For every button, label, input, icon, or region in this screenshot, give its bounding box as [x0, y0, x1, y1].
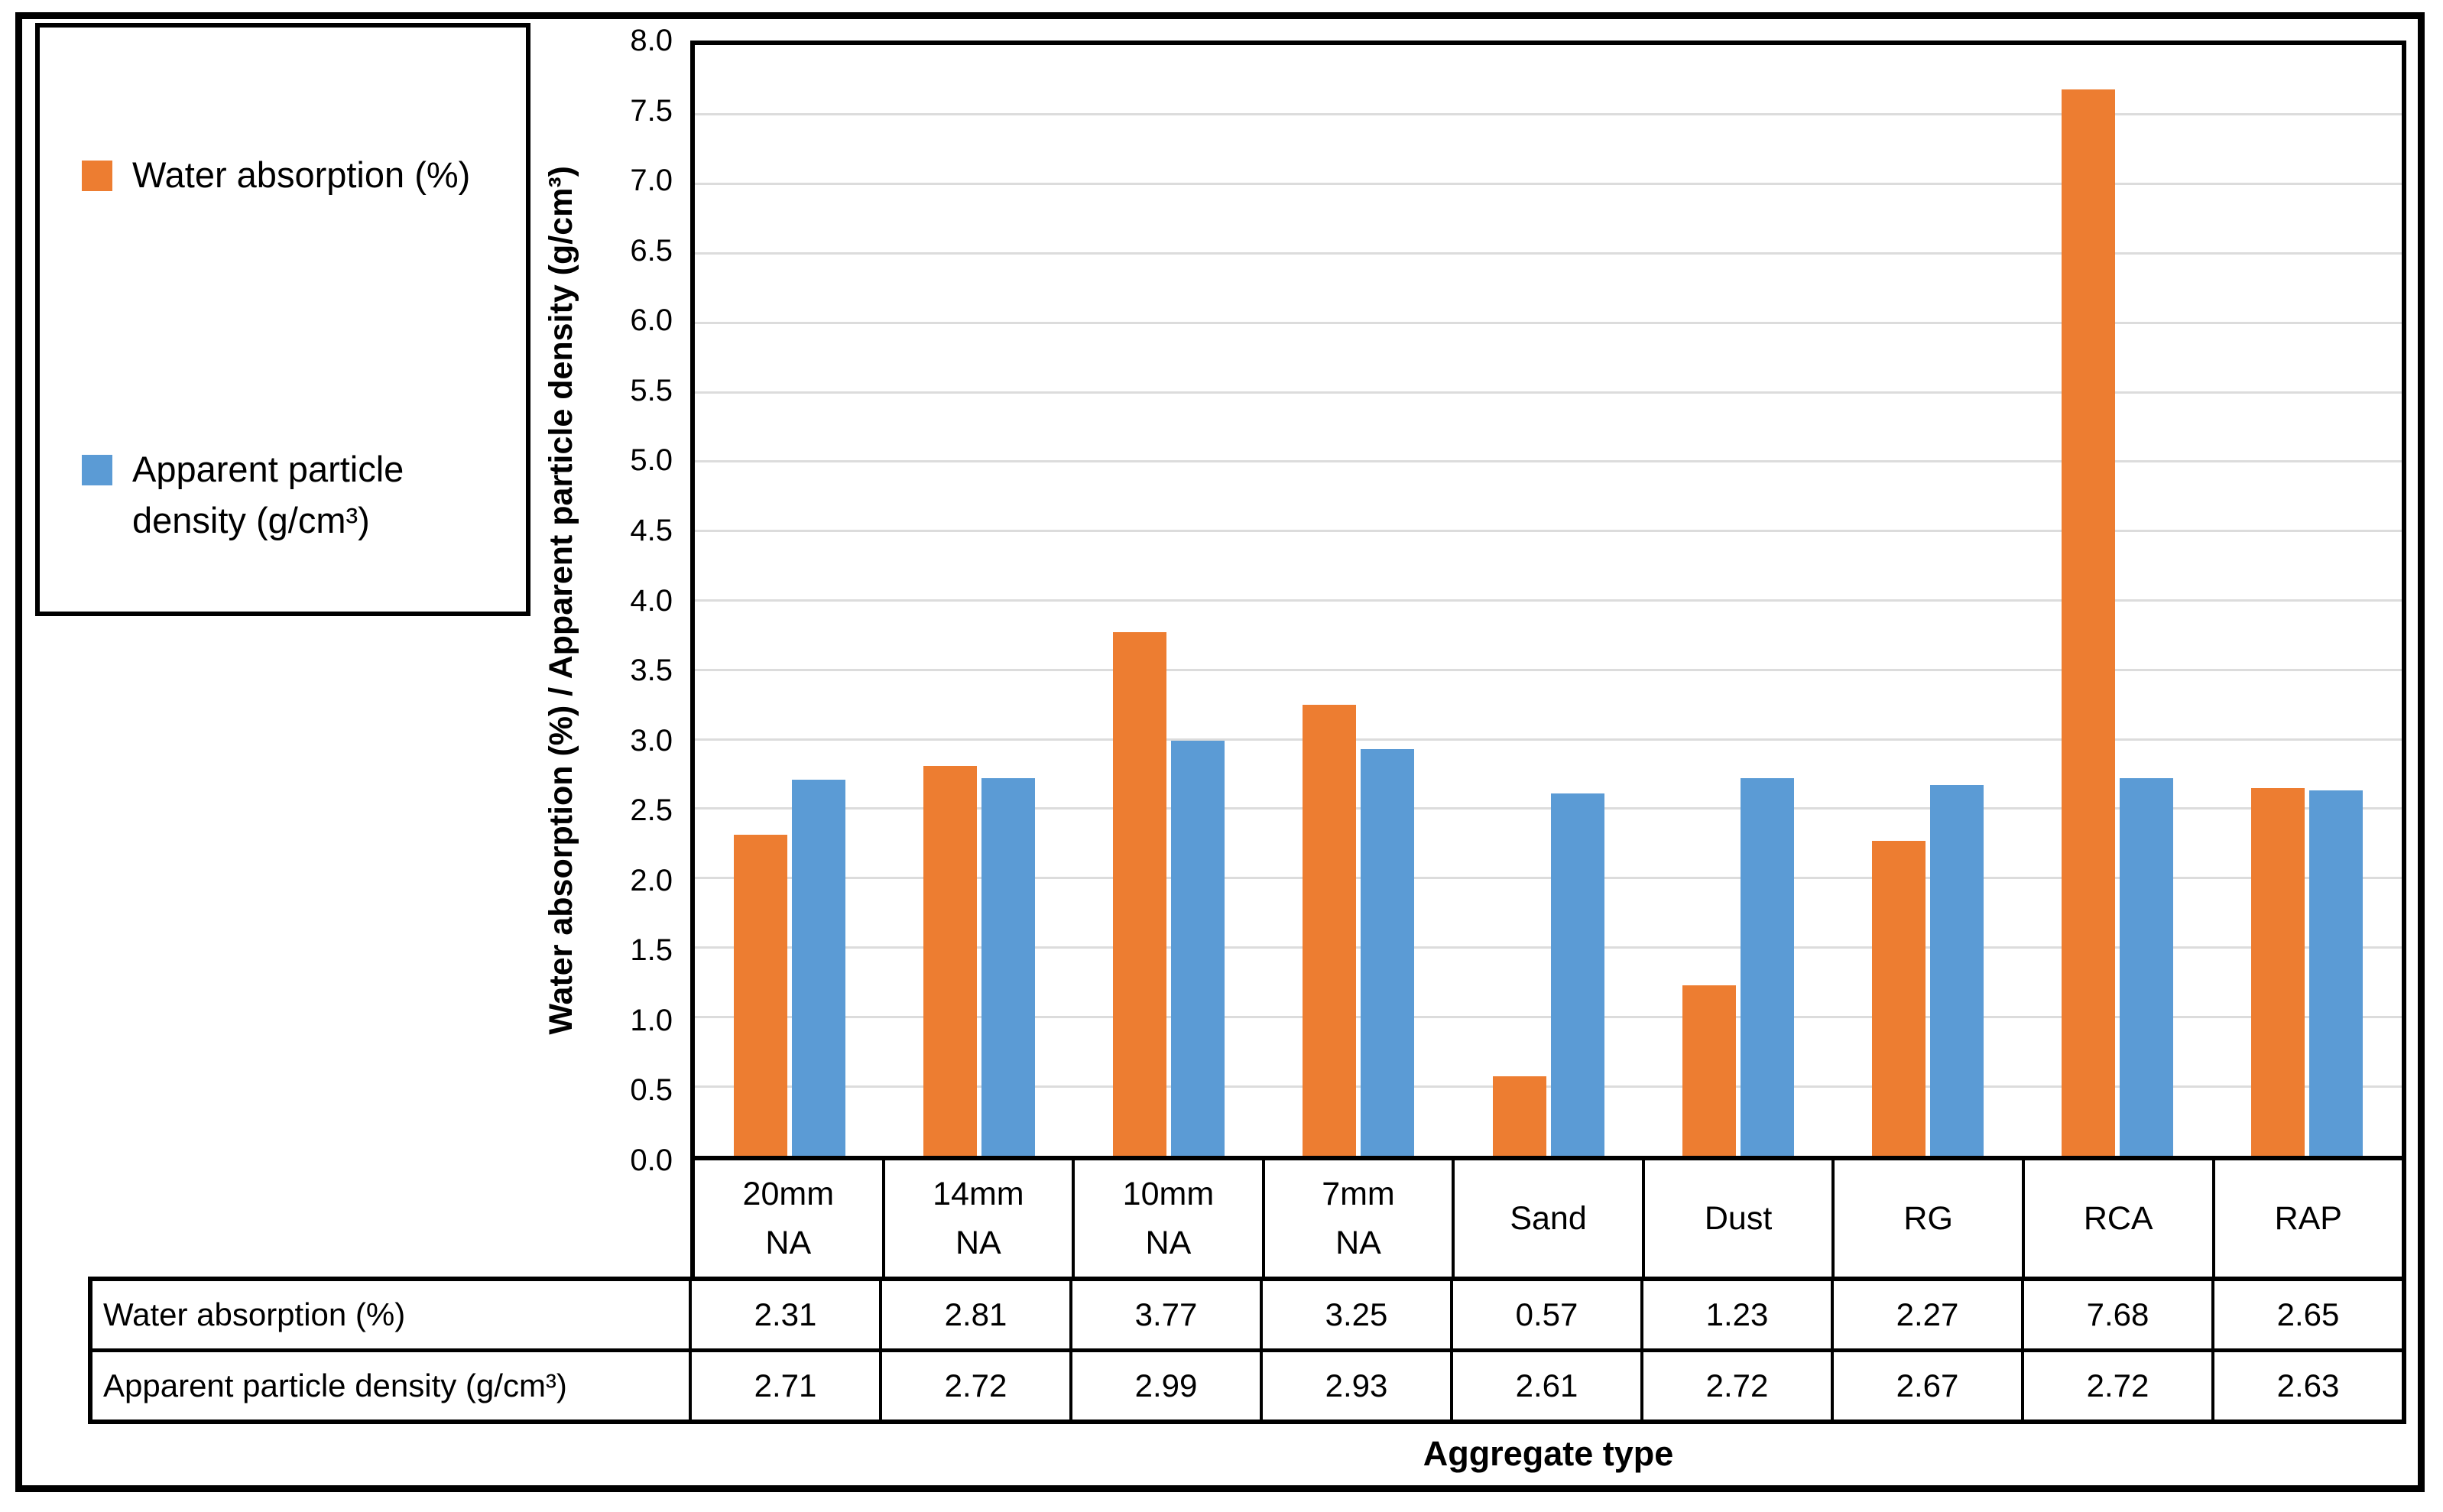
- gridline: [695, 1015, 2402, 1018]
- bar-apparent-density: [2308, 790, 2363, 1156]
- table-value-cell: 7.68: [2024, 1281, 2214, 1348]
- legend-swatch-icon: [82, 161, 112, 191]
- y-tick-label: 0.5: [630, 1073, 673, 1108]
- table-value-cell: 2.93: [1263, 1352, 1453, 1420]
- gridline: [695, 183, 2402, 186]
- gridline: [695, 668, 2402, 671]
- category-cell: 14mm NA: [885, 1160, 1076, 1277]
- table-value-cell: 2.31: [692, 1281, 882, 1348]
- legend-item: Water absorption (%): [82, 150, 470, 201]
- table-value-cell: 2.67: [1834, 1352, 2024, 1420]
- plot-inner: [695, 45, 2402, 1156]
- y-tick-label: 1.0: [630, 1003, 673, 1037]
- gridline: [695, 599, 2402, 602]
- x-axis-title: Aggregate type: [1423, 1434, 1674, 1473]
- category-cell: Dust: [1645, 1160, 1835, 1277]
- bar-water-absorption: [734, 835, 788, 1156]
- gridline: [695, 321, 2402, 324]
- bar-water-absorption: [2250, 787, 2305, 1156]
- y-tick-label: 4.0: [630, 583, 673, 618]
- table-value-cell: 2.99: [1072, 1352, 1263, 1420]
- category-cell: 20mm NA: [695, 1160, 885, 1277]
- y-tick-label: 3.5: [630, 654, 673, 688]
- table-value-cell: 2.81: [882, 1281, 1072, 1348]
- table-value-cell: 2.65: [2276, 1296, 2340, 1332]
- bar-water-absorption: [1871, 840, 1926, 1156]
- table-header-cell: Water absorption (%): [92, 1281, 692, 1348]
- data-table: Water absorption (%) 2.31 2.81 3.77 3.25 0.57…: [88, 1277, 2406, 1424]
- bar-water-absorption: [1303, 704, 1357, 1156]
- gridline: [695, 807, 2402, 810]
- gridline: [695, 251, 2402, 255]
- y-tick-label: 6.5: [630, 233, 673, 268]
- y-tick-label: 8.0: [630, 24, 673, 57]
- legend-item-label: Apparent particle density (g/cm³): [132, 449, 404, 540]
- table-value-cell: 2.63: [2276, 1368, 2340, 1403]
- table-header-cell: Apparent particle density (g/cm³): [92, 1352, 692, 1420]
- x-axis-category-row: 20mm NA 14mm NA 10mm NA 7mm NA Sand Dust RG RCA…: [690, 1160, 2406, 1277]
- gridline: [695, 530, 2402, 533]
- gridline: [695, 946, 2402, 949]
- table-value-cell: 0.57: [1453, 1281, 1643, 1348]
- gridline: [695, 460, 2402, 463]
- table-value-cell: 3.25: [1263, 1281, 1453, 1348]
- y-tick-label: 7.0: [630, 164, 673, 198]
- y-axis-title-text: Water absorption (%) / Apparent particle…: [542, 166, 579, 1035]
- bar-apparent-density: [1550, 793, 1604, 1156]
- table-value-cell: 2.71: [692, 1352, 882, 1420]
- category-cell: RG: [1835, 1160, 2025, 1277]
- table-value-cell: 2.72: [1643, 1352, 1834, 1420]
- bar-apparent-density: [1361, 748, 1415, 1156]
- y-axis-ticks: 8.0 7.5 7.0 6.5 6.0 5.5 5.0 4.5 4.0 3.5 3.0 2.5 2.0 1…: [589, 0, 679, 1512]
- gridline: [695, 738, 2402, 741]
- bar-water-absorption: [1682, 985, 1736, 1156]
- legend-swatch-icon: [82, 455, 112, 485]
- bar-apparent-density: [2119, 777, 2173, 1156]
- table-row: Water absorption (%) 2.31 2.81 3.77 3.25 0.57…: [92, 1281, 2402, 1348]
- legend: Water absorption (%) Apparent particle de…: [35, 23, 530, 616]
- y-tick-label: 5.0: [630, 443, 673, 478]
- legend-item-label: Water absorption (%): [132, 154, 471, 195]
- y-tick-label: 5.5: [630, 373, 673, 407]
- y-tick-label: 1.5: [630, 933, 673, 968]
- gridline: [695, 1085, 2402, 1088]
- bar-water-absorption: [1492, 1076, 1546, 1156]
- gridline: [695, 113, 2402, 116]
- y-tick-label: 2.0: [630, 863, 673, 897]
- y-tick-label: 0.0: [630, 1144, 673, 1177]
- y-tick-label: 6.0: [630, 303, 673, 338]
- y-axis-title: Water absorption (%) / Apparent particle…: [529, 41, 593, 1160]
- category-cell: 10mm NA: [1075, 1160, 1265, 1277]
- bar-apparent-density: [1929, 785, 1984, 1156]
- bar-water-absorption: [2061, 89, 2115, 1156]
- table-value-cell: 2.72: [2024, 1352, 2214, 1420]
- y-tick-label: 7.5: [630, 93, 673, 128]
- table-value-cell: 1.23: [1643, 1281, 1834, 1348]
- bar-water-absorption: [1113, 632, 1167, 1156]
- category-cell: 7mm NA: [1265, 1160, 1455, 1277]
- category-cell: RCA: [2025, 1160, 2215, 1277]
- bar-apparent-density: [792, 779, 846, 1156]
- table-value-cell: 3.77: [1072, 1281, 1263, 1348]
- gridline: [695, 391, 2402, 394]
- category-cell: RAP: [2274, 1199, 2342, 1237]
- plot-area: [690, 41, 2406, 1160]
- y-tick-label: 2.5: [630, 793, 673, 828]
- bar-apparent-density: [981, 777, 1036, 1156]
- table-value-cell: 2.61: [1453, 1352, 1643, 1420]
- bar-apparent-density: [1740, 777, 1794, 1156]
- category-cell: Sand: [1455, 1160, 1645, 1277]
- gridline: [695, 877, 2402, 880]
- y-tick-label: 3.0: [630, 723, 673, 758]
- table-row: Apparent particle density (g/cm³) 2.71 2.7…: [92, 1348, 2402, 1420]
- y-tick-label: 4.5: [630, 513, 673, 547]
- legend-item: Apparent particle density (g/cm³): [82, 444, 404, 546]
- table-value-cell: 2.27: [1834, 1281, 2024, 1348]
- bar-water-absorption: [923, 765, 978, 1156]
- table-value-cell: 2.72: [882, 1352, 1072, 1420]
- bar-apparent-density: [1171, 740, 1225, 1156]
